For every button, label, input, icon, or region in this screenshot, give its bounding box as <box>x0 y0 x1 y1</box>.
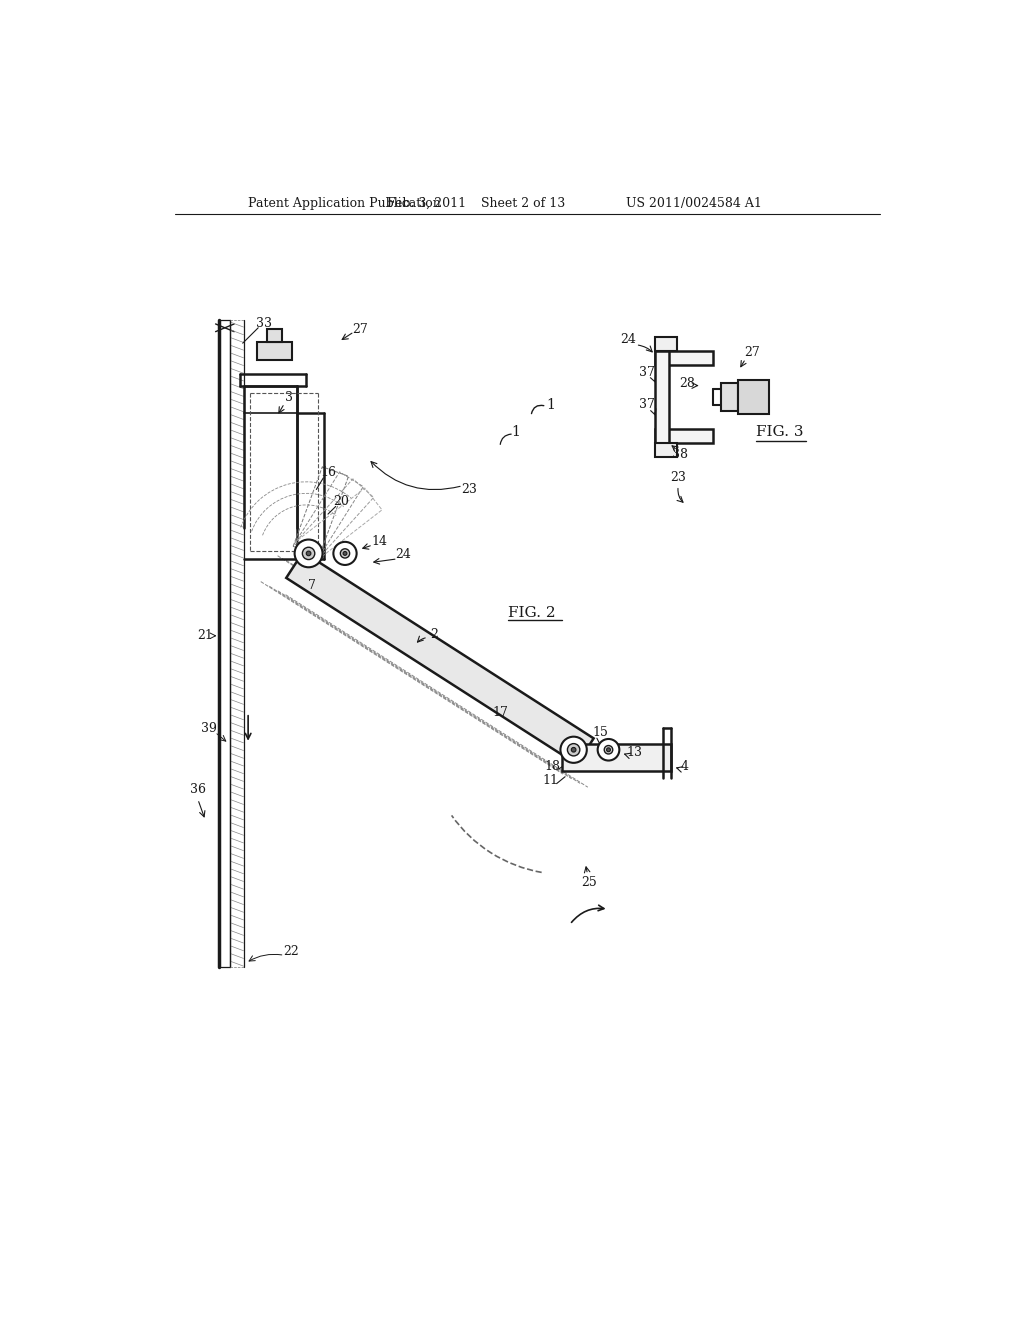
Text: FIG. 2: FIG. 2 <box>508 606 555 619</box>
Text: 3: 3 <box>286 391 293 404</box>
Text: 22: 22 <box>283 945 299 958</box>
Bar <box>266 330 283 342</box>
Text: 16: 16 <box>319 466 336 479</box>
Circle shape <box>560 737 587 763</box>
Text: 27: 27 <box>744 346 760 359</box>
Text: 25: 25 <box>582 875 597 888</box>
Circle shape <box>343 552 347 556</box>
Circle shape <box>295 540 323 568</box>
Text: 11: 11 <box>543 774 558 787</box>
Text: US 2011/0024584 A1: US 2011/0024584 A1 <box>626 197 762 210</box>
Text: 17: 17 <box>493 706 508 719</box>
Text: 13: 13 <box>626 746 642 759</box>
Bar <box>721 383 738 411</box>
Text: 20: 20 <box>333 495 349 508</box>
Circle shape <box>306 552 311 556</box>
Bar <box>655 337 677 351</box>
Text: 24: 24 <box>620 333 636 346</box>
Circle shape <box>334 543 356 565</box>
Text: 23: 23 <box>461 483 477 496</box>
Text: 27: 27 <box>352 323 369 335</box>
Bar <box>257 342 292 360</box>
Text: 14: 14 <box>372 536 388 548</box>
Polygon shape <box>287 552 594 764</box>
Bar <box>738 380 769 414</box>
Text: 24: 24 <box>395 548 411 561</box>
Text: Feb. 3, 2011: Feb. 3, 2011 <box>387 197 466 210</box>
Text: 4: 4 <box>681 760 688 774</box>
Text: 2: 2 <box>430 628 438 640</box>
Text: 1: 1 <box>546 397 555 412</box>
Text: 28: 28 <box>680 376 695 389</box>
Bar <box>655 351 713 364</box>
Text: 36: 36 <box>189 783 206 796</box>
Circle shape <box>571 747 575 752</box>
Text: 1: 1 <box>511 425 520 438</box>
Circle shape <box>604 746 612 754</box>
Text: Sheet 2 of 13: Sheet 2 of 13 <box>481 197 565 210</box>
Circle shape <box>340 549 349 558</box>
Bar <box>655 444 677 457</box>
Circle shape <box>598 739 620 760</box>
Text: 15: 15 <box>593 726 608 739</box>
Text: 33: 33 <box>256 317 271 330</box>
Bar <box>562 743 671 771</box>
Circle shape <box>302 548 314 560</box>
Text: 37: 37 <box>639 366 655 379</box>
Text: 23: 23 <box>671 471 686 484</box>
Text: Patent Application Publication: Patent Application Publication <box>248 197 441 210</box>
Text: 21: 21 <box>198 630 213 643</box>
Text: FIG. 3: FIG. 3 <box>756 425 803 438</box>
Text: 38: 38 <box>672 449 688 462</box>
Circle shape <box>606 748 610 751</box>
Circle shape <box>567 743 580 756</box>
Text: 18: 18 <box>545 760 561 774</box>
Text: 39: 39 <box>201 722 216 735</box>
Text: 7: 7 <box>308 579 315 593</box>
Text: 37: 37 <box>639 399 655 412</box>
Bar <box>655 351 669 444</box>
Bar <box>655 429 713 444</box>
